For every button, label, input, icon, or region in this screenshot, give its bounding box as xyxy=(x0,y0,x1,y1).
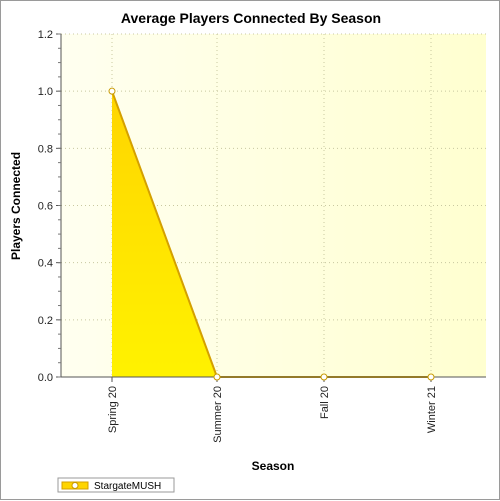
data-point xyxy=(213,373,221,381)
legend-marker xyxy=(71,482,79,489)
x-tick-label: Winter 21 xyxy=(426,386,438,433)
x-tick-label: Spring 20 xyxy=(107,386,119,433)
area-fill xyxy=(112,91,431,378)
data-point xyxy=(108,87,116,95)
legend: StargateMUSH xyxy=(57,477,175,493)
data-point xyxy=(427,373,435,381)
x-tick-label: Summer 20 xyxy=(212,386,224,443)
y-tick-label: 0.4 xyxy=(38,258,53,270)
y-tick-label: 0.2 xyxy=(38,315,53,327)
y-axis-title: Players Connected xyxy=(9,152,23,260)
y-tick-label: 1.0 xyxy=(38,86,53,98)
y-tick-label: 0.0 xyxy=(38,372,53,384)
x-tick-label: Fall 20 xyxy=(319,386,331,419)
legend-label: StargateMUSH xyxy=(94,481,161,492)
data-markers xyxy=(108,87,435,381)
chart-title: Average Players Connected By Season xyxy=(121,10,381,26)
x-axis-ticks: Spring 20 Summer 20 Fall 20 Winter 21 xyxy=(107,377,438,443)
grid-lines xyxy=(61,33,486,377)
y-axis-ticks: 0.0 0.2 0.4 0.6 0.8 1.0 1.2 xyxy=(38,29,61,384)
y-tick-label: 0.6 xyxy=(38,201,53,213)
y-tick-label: 0.8 xyxy=(38,143,53,155)
x-axis-title: Season xyxy=(252,459,295,473)
data-point xyxy=(320,373,328,381)
y-tick-label: 1.2 xyxy=(38,29,53,41)
